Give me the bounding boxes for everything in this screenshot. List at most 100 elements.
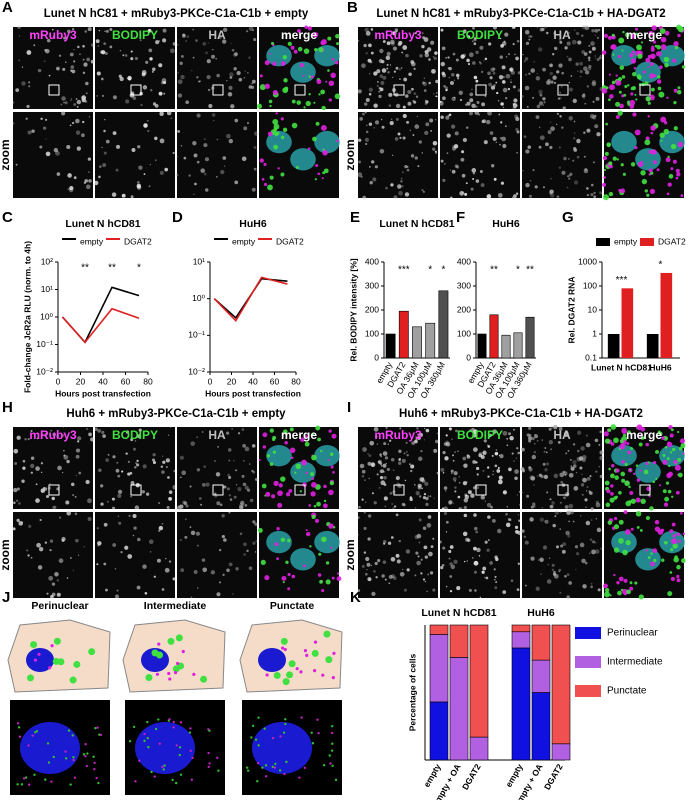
- signal: [661, 436, 665, 440]
- signal: [517, 562, 520, 565]
- signal: [30, 463, 35, 469]
- signal: [492, 71, 496, 75]
- signal: [215, 472, 221, 477]
- signal: [530, 68, 535, 73]
- signal: [600, 55, 602, 57]
- signal: [459, 191, 464, 196]
- signal: [429, 571, 434, 575]
- signal: [125, 430, 129, 434]
- signal: [30, 556, 33, 559]
- signal: [256, 103, 263, 109]
- signal: [402, 432, 404, 434]
- signal: [192, 56, 195, 59]
- nucleus: [290, 148, 316, 171]
- signal: [484, 95, 487, 98]
- signal: [165, 458, 171, 463]
- signal: [98, 468, 102, 473]
- signal: [88, 432, 92, 437]
- signal: [124, 54, 128, 57]
- signal: [480, 495, 486, 500]
- signal: [542, 462, 546, 466]
- signal: [613, 573, 616, 577]
- signal: [152, 458, 155, 462]
- signal: [283, 78, 288, 83]
- cell-image-signal: [134, 780, 137, 783]
- signal: [202, 42, 207, 46]
- signal: [443, 486, 448, 490]
- signal: [63, 454, 66, 457]
- signal: [46, 592, 49, 595]
- bar: [489, 314, 499, 359]
- signal: [525, 73, 528, 76]
- signal: [364, 137, 369, 142]
- y-tick-label: 10²: [41, 256, 53, 266]
- signal: [563, 156, 567, 161]
- ld-cartoon: [53, 637, 61, 645]
- signal: [594, 34, 597, 37]
- signal: [505, 96, 508, 100]
- signal: [170, 117, 173, 120]
- signal: [574, 545, 579, 549]
- signal: [389, 439, 392, 442]
- signal: [666, 192, 670, 196]
- signal: [104, 30, 106, 32]
- signal: [598, 465, 601, 468]
- signal: [366, 562, 371, 567]
- signal: [521, 529, 525, 533]
- signal: [367, 58, 372, 63]
- signal: [680, 194, 684, 197]
- signal: [502, 490, 507, 495]
- signal: [509, 68, 513, 71]
- signal: [402, 171, 404, 174]
- signal: [388, 104, 392, 107]
- signal: [447, 56, 450, 59]
- signal: [508, 432, 512, 436]
- signal: [621, 49, 624, 52]
- signal: [573, 147, 577, 151]
- signal: [647, 54, 652, 59]
- signal: [454, 96, 456, 99]
- signal: [507, 87, 511, 91]
- signal: [136, 181, 140, 184]
- signal: [557, 97, 561, 100]
- cell-image-signal: [158, 742, 162, 745]
- signal: [233, 495, 237, 499]
- signal: [487, 71, 491, 76]
- legend-swatch: [596, 238, 610, 246]
- signal: [207, 88, 211, 92]
- signal: [240, 500, 245, 506]
- signal: [620, 471, 626, 477]
- signal: [453, 471, 458, 476]
- signal: [36, 437, 39, 440]
- y-axis-label: Rel. BODIPY intensity [%]: [348, 258, 358, 361]
- signal: [461, 173, 466, 178]
- signal: [168, 560, 172, 563]
- signal: [593, 191, 596, 195]
- signal: [507, 517, 511, 521]
- signal: [536, 26, 539, 29]
- signal: [284, 440, 288, 445]
- signal: [149, 551, 152, 553]
- signal: [456, 73, 460, 78]
- significance: *: [659, 260, 663, 271]
- signal: [464, 192, 468, 196]
- signal: [469, 111, 473, 116]
- signal: [405, 450, 408, 453]
- signal: [442, 96, 446, 101]
- series-line: [213, 277, 288, 320]
- signal: [472, 171, 476, 175]
- cell-image-signal: [172, 726, 175, 729]
- signal: [489, 131, 494, 135]
- signal: [584, 561, 588, 565]
- signal: [617, 55, 622, 59]
- signal: [547, 563, 550, 566]
- signal: [423, 493, 427, 496]
- signal: [682, 452, 685, 455]
- signal: [462, 531, 468, 537]
- signal: [553, 573, 559, 579]
- signal: [581, 493, 584, 496]
- signal: [248, 463, 251, 465]
- signal: [18, 35, 21, 37]
- channel-label: BODIPY: [112, 428, 158, 442]
- signal: [67, 188, 70, 191]
